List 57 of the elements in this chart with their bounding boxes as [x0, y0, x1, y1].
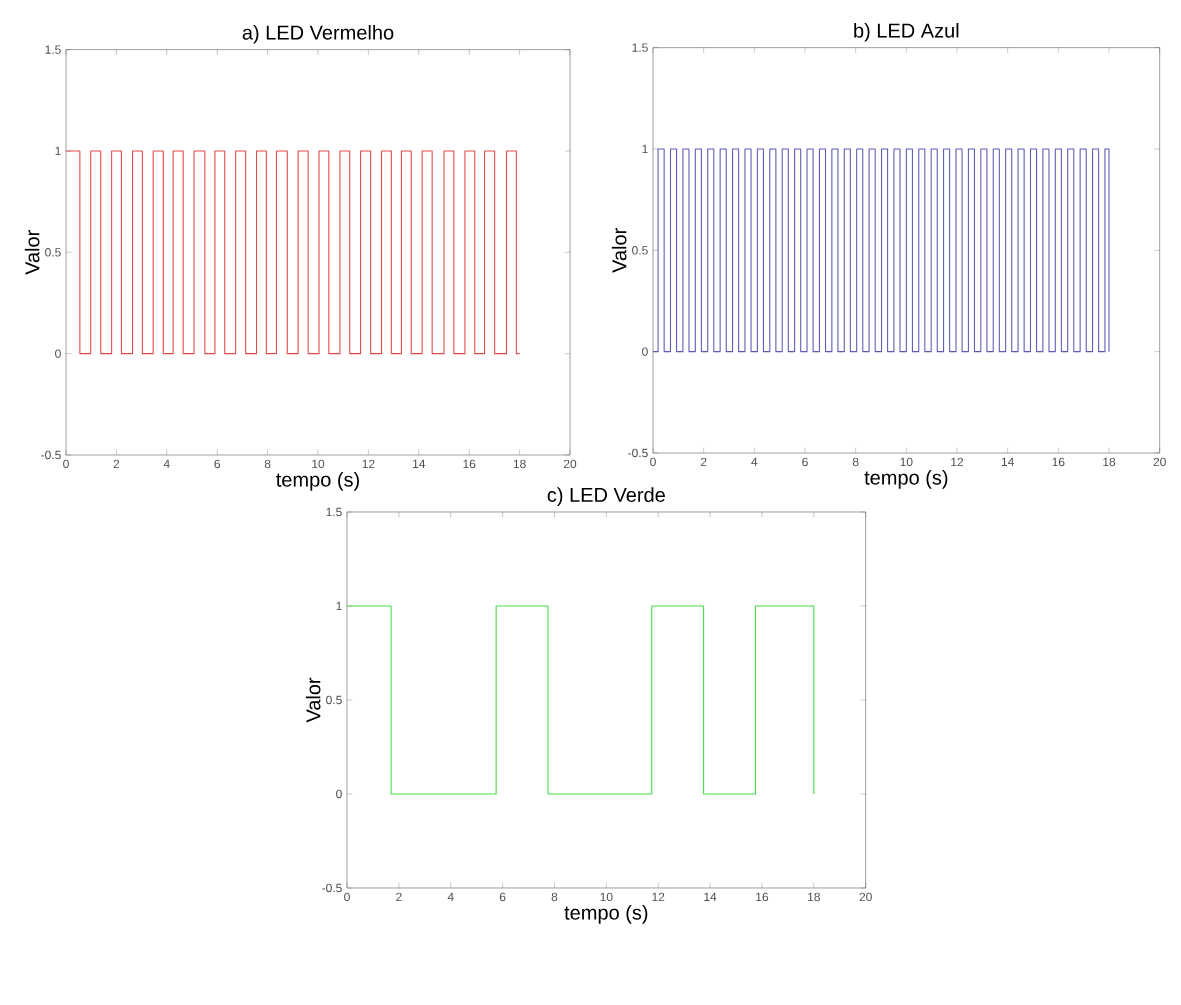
y-tick-label: 0.5 — [326, 695, 342, 705]
x-tick-label: 18 — [513, 459, 526, 469]
y-tick-label: -0.5 — [41, 450, 61, 460]
x-axis-title: tempo (s) — [276, 472, 359, 491]
x-tick-label: 14 — [704, 892, 717, 901]
y-axis-title: Valor — [305, 677, 321, 723]
x-tick-label: 4 — [447, 892, 454, 901]
y-tick-label: 0 — [55, 349, 61, 358]
x-tick-label: 12 — [362, 459, 375, 469]
y-tick-label: 0.5 — [45, 248, 61, 257]
y-tick-label: -0.5 — [322, 883, 342, 893]
x-tick-label: 0 — [344, 892, 350, 902]
x-tick-label: 12 — [951, 457, 964, 467]
x-tick-label: 18 — [808, 892, 820, 902]
x-tick-label: 0 — [650, 457, 656, 467]
y-axis-title: Valor — [24, 230, 40, 275]
y-tick-label: 0.5 — [632, 246, 648, 255]
y-tick-label: 0 — [642, 347, 648, 356]
x-tick-label: 6 — [802, 457, 808, 467]
y-tick-label: 1 — [642, 144, 648, 154]
y-tick-label: 1.5 — [632, 43, 648, 52]
x-tick-label: 20 — [1153, 457, 1166, 467]
x-tick-label: 8 — [852, 457, 859, 467]
x-tick-label: 20 — [563, 459, 577, 469]
x-tick-label: 2 — [700, 457, 707, 467]
x-tick-label: 18 — [1103, 457, 1116, 467]
y-tick-label: 1 — [336, 601, 342, 611]
x-tick-label: 6 — [214, 459, 221, 469]
x-tick-label: 16 — [463, 459, 476, 469]
y-tick-label: 0 — [336, 789, 342, 799]
chart-title: b) LED Azul — [854, 22, 959, 42]
y-tick-label: 1 — [55, 146, 61, 156]
x-tick-label: 8 — [551, 892, 558, 902]
x-tick-label: 16 — [756, 892, 769, 902]
x-tick-label: 10 — [312, 459, 325, 469]
y-tick-label: -0.5 — [628, 448, 648, 458]
x-tick-label: 6 — [499, 892, 506, 902]
chart-title: c) LED Verde — [547, 487, 665, 506]
x-tick-label: 12 — [652, 892, 665, 902]
x-tick-label: 8 — [264, 459, 271, 469]
x-tick-label: 14 — [1001, 457, 1014, 466]
x-tick-label: 4 — [751, 457, 758, 466]
x-axis-title: tempo (s) — [864, 470, 948, 489]
x-tick-label: 14 — [413, 459, 426, 468]
x-axis-title: tempo (s) — [564, 905, 648, 924]
y-tick-label: 1.5 — [326, 507, 342, 517]
x-tick-label: 2 — [396, 892, 402, 902]
x-tick-label: 16 — [1052, 457, 1065, 467]
x-tick-label: 10 — [900, 457, 913, 467]
x-tick-label: 10 — [600, 892, 613, 902]
y-axis-title: Valor — [611, 228, 627, 273]
x-tick-label: 20 — [859, 892, 872, 902]
y-tick-label: 1.5 — [45, 45, 61, 54]
x-tick-label: 0 — [63, 459, 69, 469]
chart-title: a) LED Vermelho — [242, 24, 394, 44]
x-tick-label: 2 — [113, 459, 120, 469]
x-tick-label: 4 — [163, 459, 170, 468]
